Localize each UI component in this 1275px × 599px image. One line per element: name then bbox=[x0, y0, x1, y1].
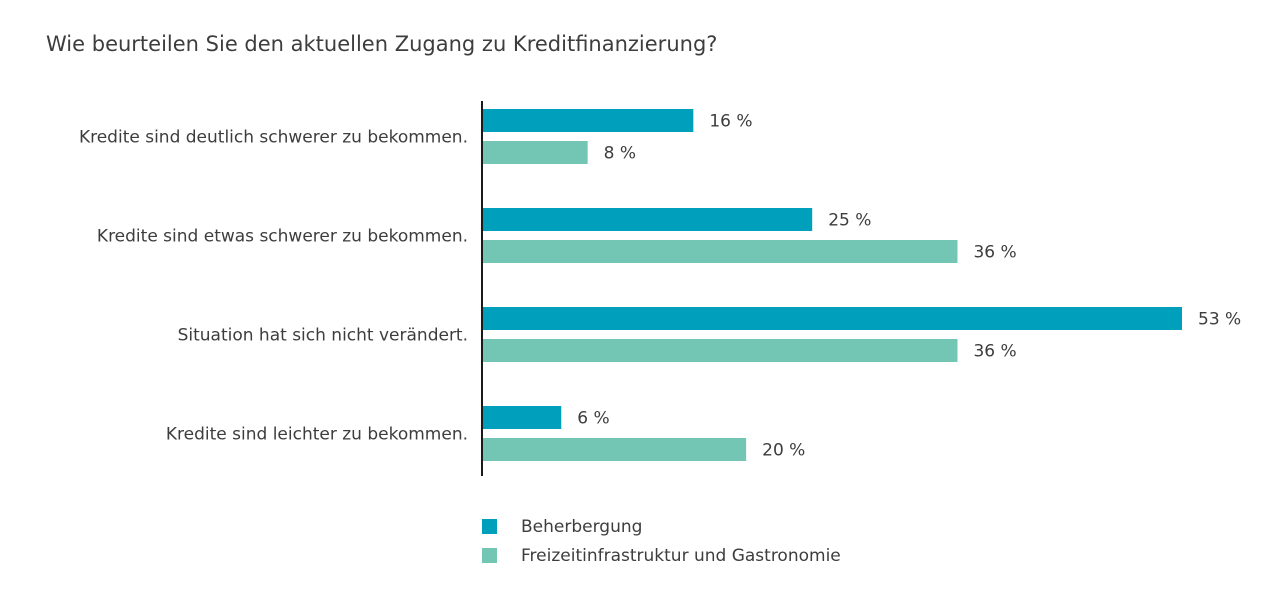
legend-item-series-1: Beherbergung bbox=[482, 512, 841, 541]
bar-series-2 bbox=[482, 438, 747, 461]
legend: Beherbergung Freizeitinfrastruktur und G… bbox=[482, 512, 841, 570]
bar-series-1 bbox=[482, 109, 694, 132]
bar-series-1 bbox=[482, 307, 1182, 330]
bars-layer bbox=[482, 109, 1182, 461]
bar-series-1 bbox=[482, 208, 813, 231]
legend-label-series-1: Beherbergung bbox=[521, 516, 643, 537]
data-label: 16 % bbox=[709, 112, 752, 132]
data-label: 25 % bbox=[828, 211, 871, 231]
category-label: Kredite sind deutlich schwerer zu bekomm… bbox=[79, 128, 468, 148]
data-label: 36 % bbox=[973, 342, 1016, 362]
data-label: 6 % bbox=[577, 409, 609, 429]
data-label: 53 % bbox=[1198, 310, 1241, 330]
bar-series-2 bbox=[482, 240, 958, 263]
bar-series-2 bbox=[482, 339, 958, 362]
legend-label-series-2: Freizeitinfrastruktur und Gastronomie bbox=[521, 545, 841, 566]
legend-item-series-2: Freizeitinfrastruktur und Gastronomie bbox=[482, 541, 841, 570]
category-label: Kredite sind etwas schwerer zu bekommen. bbox=[97, 227, 468, 247]
data-label: 8 % bbox=[604, 144, 636, 164]
chart-title: Wie beurteilen Sie den aktuellen Zugang … bbox=[46, 32, 718, 56]
labels-layer: Kredite sind deutlich schwerer zu bekomm… bbox=[79, 112, 1241, 461]
category-label: Kredite sind leichter zu bekommen. bbox=[166, 425, 468, 445]
category-label: Situation hat sich nicht verändert. bbox=[178, 326, 468, 346]
data-label: 20 % bbox=[762, 441, 805, 461]
legend-swatch-series-1 bbox=[482, 519, 497, 534]
legend-swatch-series-2 bbox=[482, 548, 497, 563]
bar-series-2 bbox=[482, 141, 588, 164]
data-label: 36 % bbox=[973, 243, 1016, 263]
bar-series-1 bbox=[482, 406, 562, 429]
